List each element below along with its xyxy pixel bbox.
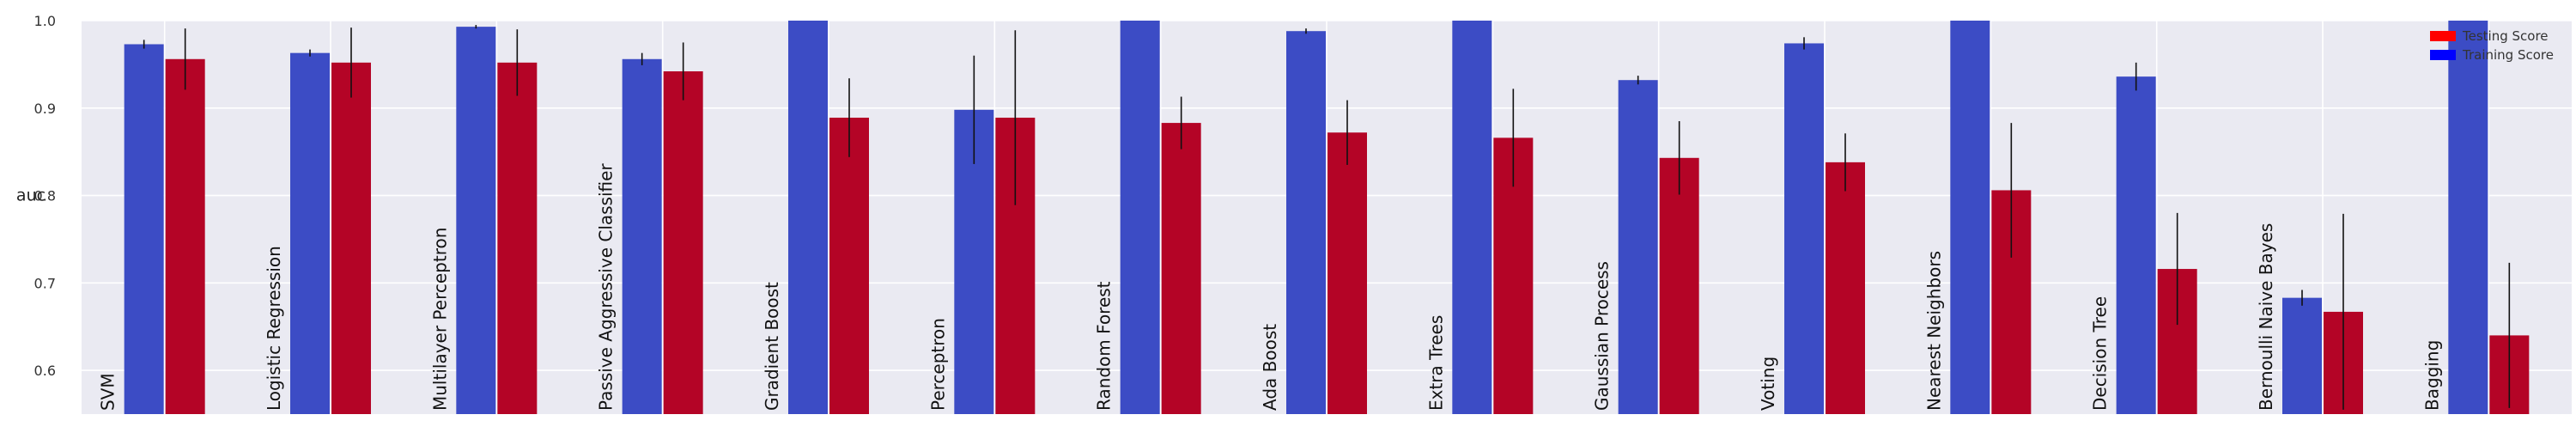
testing-score-bar — [1826, 162, 1865, 414]
category-label: Voting — [1758, 357, 1778, 411]
testing-score-bar — [1161, 123, 1201, 414]
legend-swatch-training — [2430, 50, 2456, 60]
testing-score-bar — [1327, 132, 1367, 414]
y-tick-label: 0.7 — [34, 275, 56, 291]
category-label: Multilayer Perceptron — [429, 228, 450, 411]
y-tick-label: 0.9 — [34, 101, 56, 117]
category-label: Bagging — [2421, 340, 2442, 411]
testing-score-bar — [829, 117, 869, 414]
testing-score-bar — [331, 62, 371, 414]
training-score-bar — [2116, 76, 2156, 414]
grid — [82, 20, 2572, 414]
category-label: Perceptron — [927, 318, 948, 411]
training-score-bar — [1286, 31, 1326, 415]
legend-label-training: Training Score — [2462, 47, 2554, 63]
category-label: Extra Trees — [1425, 315, 1446, 411]
y-tick-label: 0.6 — [34, 363, 56, 379]
legend-label-testing: Testing Score — [2462, 28, 2549, 44]
y-axis-label: auc — [16, 186, 46, 205]
training-score-bar — [456, 27, 496, 414]
training-score-bar — [1452, 21, 1492, 414]
category-label: Nearest Neighbors — [1923, 251, 1944, 411]
bars — [124, 21, 2530, 415]
category-label: Random Forest — [1094, 281, 1115, 411]
category-label: Ada Boost — [1260, 324, 1280, 411]
category-label: Gradient Boost — [762, 282, 782, 411]
y-tick-label: 1.0 — [34, 13, 56, 29]
category-labels: SVM Logistic Regression Multilayer Percept… — [98, 163, 2443, 411]
training-score-bar — [788, 21, 828, 414]
training-score-bar — [622, 58, 662, 414]
training-score-bar — [290, 52, 330, 414]
training-score-bar — [1618, 80, 1658, 414]
training-score-bar — [1120, 21, 1160, 414]
y-axis: auc 0.6 0.7 0.8 0.9 1.0 — [16, 13, 56, 379]
training-score-bar — [2448, 21, 2488, 414]
category-label: Decision Tree — [2090, 296, 2111, 411]
legend: Testing Score Training Score — [2430, 28, 2554, 63]
training-score-bar — [2282, 297, 2322, 414]
category-label: SVM — [98, 373, 118, 411]
testing-score-bar — [165, 58, 205, 414]
legend-swatch-testing — [2430, 31, 2456, 41]
category-label: Logistic Regression — [264, 246, 284, 411]
category-label: Passive Aggressive Classifier — [596, 163, 617, 411]
testing-score-bar — [1659, 157, 1699, 414]
testing-score-bar — [497, 62, 538, 414]
category-label: Bernoulli Naive Bayes — [2256, 223, 2276, 411]
testing-score-bar — [663, 71, 703, 414]
y-tick-label: 0.8 — [34, 188, 56, 204]
training-score-bar — [1784, 43, 1824, 415]
training-score-bar — [1950, 21, 1990, 414]
training-score-bar — [124, 44, 164, 414]
category-label: Gaussian Process — [1592, 261, 1613, 411]
